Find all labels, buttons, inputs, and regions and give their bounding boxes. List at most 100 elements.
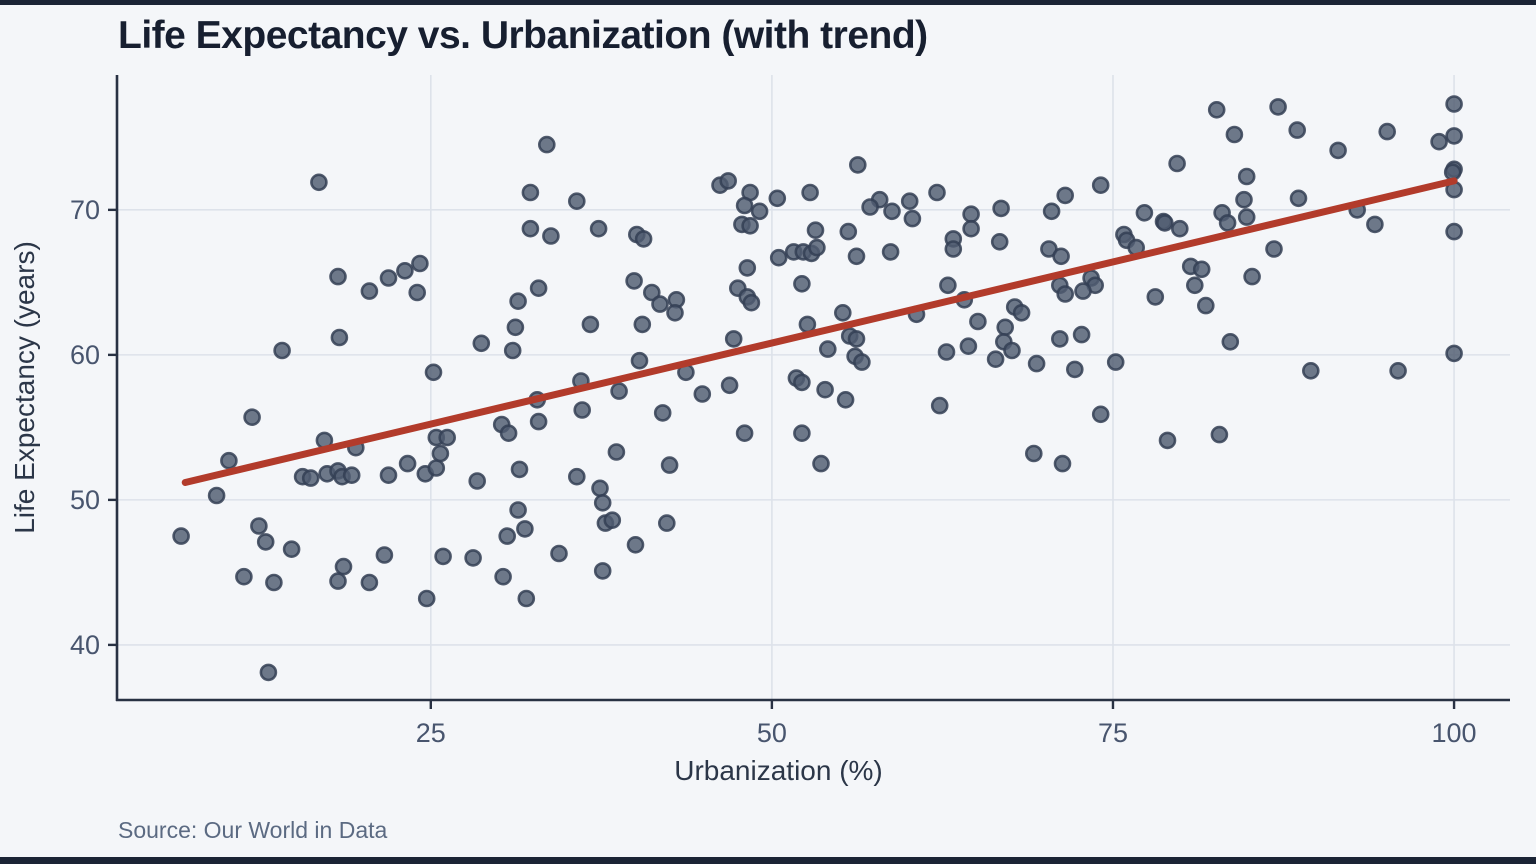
scatter-point [1378,122,1396,141]
scatter-point [1265,240,1283,258]
scatter-point [510,460,529,479]
scatter-point [1269,98,1287,116]
scatter-point [1056,186,1074,205]
scatter-point [660,456,679,474]
scatter-point [1003,341,1021,360]
x-axis-title: Urbanization (%) [674,755,883,786]
scatter-point [472,334,491,353]
scatter-point [735,424,754,443]
scatter-point [1156,214,1174,232]
scatter-point [959,337,978,356]
scatter-point [220,451,238,470]
scatter-point [411,254,429,273]
x-tick-label: 50 [757,718,787,748]
scatter-point [666,303,684,322]
scatter-point [235,567,253,586]
scatter-point [937,343,956,361]
scatter-point [1445,127,1463,145]
scatter-point [1091,176,1110,194]
scatter-point [1091,405,1110,424]
scatter-point [537,135,556,154]
scatter-point [593,493,612,512]
scatter-point [542,227,560,245]
scatter-point [793,424,811,443]
scatter-point [626,535,645,554]
scatter-point [633,315,652,334]
scatter-point [881,243,900,261]
y-tick-label: 50 [70,485,100,515]
scatter-point [1106,353,1125,371]
scatter-point [806,221,825,239]
scatter-point [861,198,879,216]
trend-line [181,177,1458,486]
source-caption: Source: Our World in Data [118,817,388,843]
window-bottom-edge [0,857,1536,864]
scatter-point [903,209,922,228]
scatter-point [990,233,1009,251]
scatter-point [550,544,568,563]
scatter-point [1235,190,1253,209]
scatter-point [1025,444,1043,463]
scatter-point [1443,163,1462,181]
scatter-point [720,376,739,395]
scatter-point [408,283,427,302]
scatter-point [301,469,320,487]
scatter-point [330,328,349,347]
scatter-point [581,315,600,334]
scatter-point [1430,132,1448,151]
scatter-point [1135,204,1154,222]
scatter-point [847,330,866,348]
scatter-point [939,276,957,295]
scatter-point [1027,354,1046,373]
scatter-point [521,219,540,238]
scatter-point [573,401,592,419]
x-tick-label: 75 [1098,718,1128,748]
scatter-point [438,428,457,447]
y-tick-label: 40 [70,630,100,660]
scatter-point [434,547,452,566]
scatter-point [1237,167,1256,186]
scatter-point [521,183,540,202]
scatter-point [375,546,394,564]
scatter-point [735,196,754,215]
scatter-point [1221,332,1240,351]
scatter-point [847,247,866,266]
scatter-point [172,527,190,545]
scatter-point [591,479,609,498]
scatter-point [962,219,980,238]
scatter-point [1171,219,1189,238]
scatter-point [1288,121,1306,139]
x-tick-label: 100 [1432,718,1477,748]
scatter-point [1445,344,1463,363]
scatter-point [930,396,949,415]
scatter-point [883,202,901,221]
scatter-point [1052,247,1070,266]
scatter-point [431,444,450,463]
scatter-point [360,282,379,300]
window-top-edge [0,0,1536,5]
scatter-point [986,350,1005,369]
scatter-point [509,501,527,519]
scatter-point [334,557,353,576]
scatter-point [1207,101,1226,119]
scatter-point [1053,454,1072,473]
scatter-point [1329,141,1347,160]
scatter-point [1072,325,1091,344]
scatter-point [992,199,1010,218]
scatter-point [517,589,536,608]
scatter-point [589,219,608,238]
scatter-point [1225,125,1244,144]
y-axis-title: Life Expectancy (years) [9,241,40,534]
scatter-point [1445,95,1463,113]
scatter-point [839,222,858,241]
scatter-point [464,549,482,567]
scatter-point [1243,267,1261,286]
scatter-point [1197,296,1215,315]
scatter-point [498,527,517,545]
scatter-point [1389,361,1407,380]
scatter-point [494,567,512,586]
scatter-point [741,217,759,235]
scatter-point [567,467,586,486]
scatter-point [329,572,347,590]
scatter-point [607,443,626,461]
